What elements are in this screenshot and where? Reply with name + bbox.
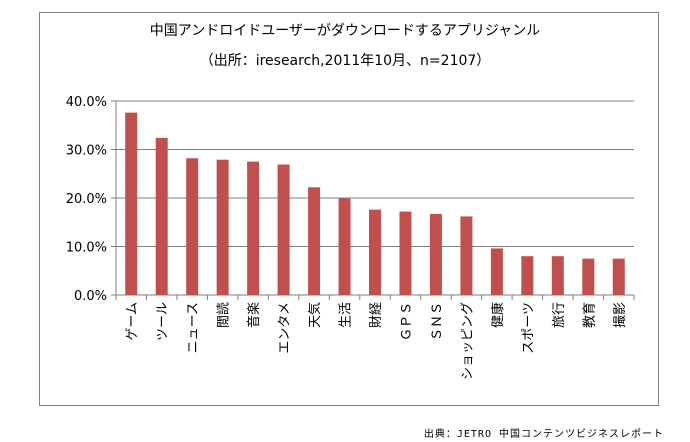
y-tick-label: 20.0% [66, 192, 107, 207]
bar [551, 256, 564, 295]
x-tick-label: ＧＰＳ [399, 302, 414, 341]
x-tick-label: 旅行 [552, 302, 567, 328]
y-tick-label: 30.0% [66, 144, 107, 159]
x-tick-label: ニュース [186, 302, 201, 353]
bar [277, 164, 290, 295]
x-tick-label: ゲーム [125, 302, 140, 341]
x-tick-label: 財経 [369, 302, 384, 328]
x-tick-label: 生活 [339, 302, 354, 328]
x-tick-label: スポーツ [521, 302, 536, 354]
x-tick-label: ショッピング [460, 302, 475, 380]
y-tick-label: 40.0% [66, 95, 107, 110]
bar [308, 187, 321, 295]
source-note: 出典：JETRO 中国コンテンツビジネスレポート [423, 429, 664, 440]
x-tick-label: 天気 [307, 302, 323, 328]
bar [612, 258, 625, 295]
x-tick-label: 健康 [490, 302, 506, 328]
bar [125, 112, 138, 295]
bar [247, 161, 260, 295]
bar [521, 256, 534, 295]
bar [338, 198, 351, 295]
bar [399, 211, 412, 295]
y-tick-label: 0.0% [74, 289, 107, 304]
x-tick-label: エンタメ [278, 302, 293, 354]
x-tick-label: 撮影 [612, 302, 628, 328]
x-tick-label: ＳＮＳ [430, 302, 445, 341]
y-tick-label: 10.0% [66, 241, 107, 256]
bar [155, 137, 168, 295]
chart-subtitle: （出所：iresearch,2011年10月、n=2107） [199, 53, 491, 69]
bar [429, 214, 442, 295]
chart-title: 中国アンドロイドユーザーがダウンロードするアプリジャンル [149, 23, 541, 39]
bar [460, 216, 473, 295]
x-tick-label: 教育 [581, 302, 597, 328]
bar [490, 248, 503, 295]
x-tick-label: 音楽 [246, 302, 262, 328]
bar [582, 258, 595, 295]
bar [186, 158, 199, 295]
x-tick-label: ツール [156, 302, 171, 341]
bar [369, 209, 381, 295]
bar [216, 159, 229, 295]
chart-frame [39, 12, 659, 406]
x-tick-label: 閲読 [216, 302, 232, 328]
